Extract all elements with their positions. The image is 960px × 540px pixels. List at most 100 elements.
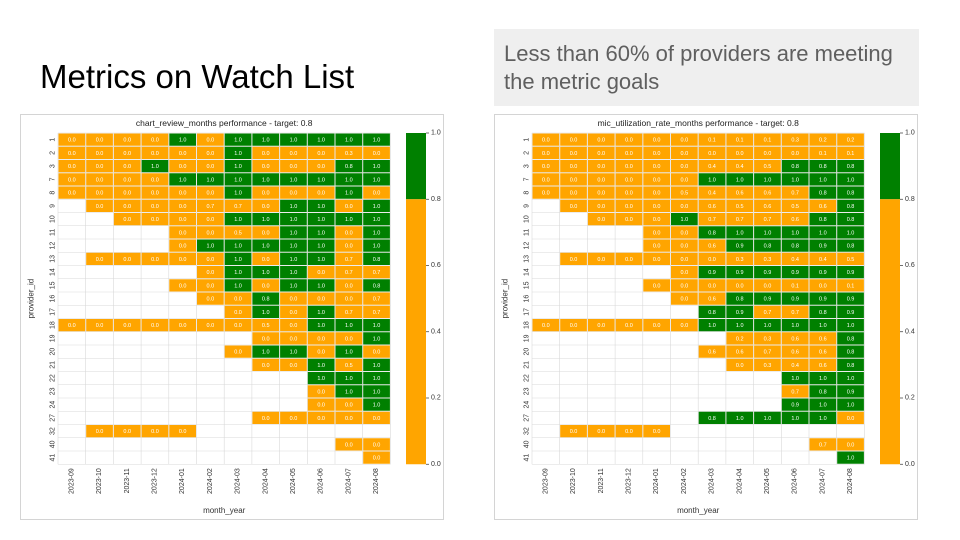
cell-value-label: 1.0 (345, 138, 353, 144)
heatmap-cell (560, 133, 587, 146)
cell-value-label: 0.0 (207, 297, 215, 303)
heatmap-cell (643, 213, 670, 226)
cell-value-label: 0.0 (234, 323, 242, 329)
cell-value-label: 0.7 (791, 191, 799, 197)
cell-value-label: 1.0 (847, 403, 855, 409)
y-tick-label: 17 (524, 308, 531, 316)
cell-value-label: 1.0 (290, 204, 298, 210)
cell-value-label: 1.0 (317, 376, 325, 382)
heatmap-cell (781, 385, 809, 398)
cell-value-label: 1.0 (262, 270, 270, 276)
cell-value-label: 0.0 (625, 138, 633, 144)
cell-value-label: 0.0 (317, 403, 325, 409)
heatmap-cell (671, 133, 698, 146)
cell-value-label: 0.8 (345, 164, 353, 170)
cell-value-label: 0.9 (847, 389, 855, 395)
heatmap-cell (224, 186, 252, 199)
heatmap-cell (754, 292, 781, 305)
cell-value-label: 0.0 (681, 323, 689, 329)
cell-value-label: 1.0 (234, 217, 242, 223)
heatmap-cell (726, 173, 754, 186)
cell-value-label: 0.0 (625, 429, 633, 435)
heatmap-cell (809, 345, 837, 358)
cell-value-label: 0.8 (262, 297, 270, 303)
heatmap-cell (335, 372, 363, 385)
cell-value-label: 0.0 (290, 323, 298, 329)
cell-value-label: 0.1 (791, 283, 799, 289)
y-tick-label: 27 (50, 414, 57, 422)
heatmap-cell (754, 358, 781, 371)
cell-value-label: 0.0 (681, 270, 689, 276)
heatmap-cell (781, 186, 809, 199)
heatmap-cell (615, 160, 643, 173)
heatmap-cell (726, 279, 754, 292)
y-tick-label: 9 (524, 204, 531, 208)
cell-value-label: 0.0 (681, 164, 689, 170)
heatmap-cell (837, 292, 864, 305)
cell-value-label: 0.0 (653, 204, 661, 210)
cell-value-label: 0.0 (290, 191, 298, 197)
y-tick-label: 3 (524, 164, 531, 168)
cell-value-label: 0.0 (345, 442, 353, 448)
cell-value-label: 0.0 (317, 191, 325, 197)
heatmap-cell (671, 239, 698, 252)
heatmap-cell (307, 372, 335, 385)
y-tick-label: 22 (524, 374, 531, 382)
cell-value-label: 1.0 (373, 363, 381, 369)
cell-value-label: 0.6 (708, 297, 716, 303)
cell-value-label: 0.0 (625, 151, 633, 157)
cell-value-label: 0.6 (736, 350, 744, 356)
heatmap-cell (169, 319, 196, 332)
x-tick-label: 2024-04 (736, 468, 743, 494)
cell-value-label: 0.0 (653, 257, 661, 263)
cell-value-label: 0.0 (123, 164, 131, 170)
heatmap-cell (86, 160, 113, 173)
cell-value-label: 0.0 (373, 416, 381, 422)
cell-value-label: 0.0 (570, 257, 578, 263)
heatmap-cell (781, 160, 809, 173)
cell-value-label: 0.6 (819, 350, 827, 356)
heatmap-cell (224, 292, 252, 305)
heatmap-cell (837, 252, 864, 265)
cell-value-label: 0.8 (847, 336, 855, 342)
cell-value-label: 1.0 (317, 138, 325, 144)
x-tick-label: 2024-02 (681, 468, 688, 494)
cell-value-label: 0.0 (179, 164, 187, 170)
cell-value-label: 1.0 (847, 177, 855, 183)
heatmap-cell (86, 133, 113, 146)
cell-value-label: 0.0 (96, 323, 104, 329)
cell-value-label: 0.0 (625, 164, 633, 170)
y-tick-label: 1 (524, 138, 531, 142)
cell-value-label: 1.0 (847, 323, 855, 329)
heatmap-cell (335, 385, 363, 398)
cell-value-label: 0.6 (791, 350, 799, 356)
heatmap-cell (643, 425, 670, 438)
cell-value-label: 0.0 (653, 230, 661, 236)
heatmap-cell (615, 133, 643, 146)
cell-value-label: 0.8 (819, 310, 827, 316)
x-tick-label: 2023-09 (68, 468, 75, 494)
cell-value-label: 0.6 (791, 336, 799, 342)
heatmap-cell (809, 372, 837, 385)
y-tick-label: 3 (50, 164, 57, 168)
heatmap-cell (307, 319, 335, 332)
heatmap-cell (307, 292, 335, 305)
cell-value-label: 1.0 (317, 283, 325, 289)
colorbar-tick-label: 0.2 (431, 395, 441, 402)
heatmap-cell (86, 319, 113, 332)
cell-value-label: 0.0 (123, 323, 131, 329)
cell-value-label: 0.9 (847, 270, 855, 276)
x-axis-label: month_year (677, 506, 720, 515)
colorbar-tick-label: 0.2 (905, 395, 915, 402)
heatmap-cell (113, 186, 141, 199)
heatmap-cell (141, 173, 169, 186)
y-tick-label: 41 (50, 454, 57, 462)
heatmap-cell (307, 279, 335, 292)
heatmap-cell (197, 186, 224, 199)
y-tick-label: 8 (524, 191, 531, 195)
cell-value-label: 0.6 (736, 191, 744, 197)
heatmap-cell (113, 425, 141, 438)
heatmap-cell (197, 252, 224, 265)
y-tick-label: 21 (50, 361, 57, 369)
cell-value-label: 1.0 (345, 217, 353, 223)
